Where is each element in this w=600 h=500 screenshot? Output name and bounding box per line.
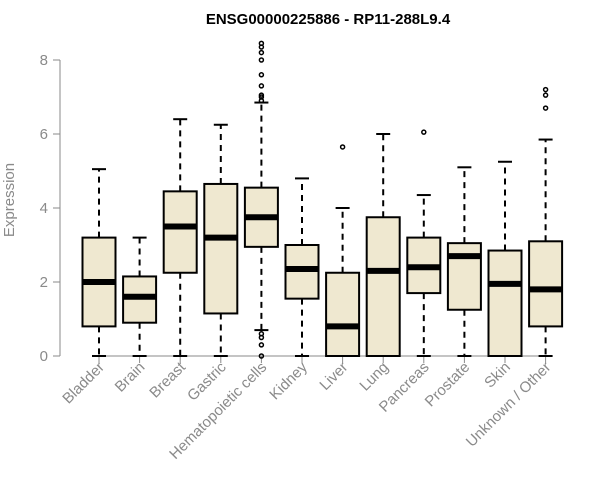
box-body	[203, 182, 239, 315]
y-tick-label: 6	[40, 126, 48, 143]
outlier-point	[258, 342, 265, 348]
box	[406, 129, 442, 357]
x-tick-label: Kidney	[266, 358, 311, 403]
box	[325, 144, 361, 357]
y-tick-label: 8	[40, 52, 48, 69]
y-tick-label: 2	[40, 274, 48, 291]
box	[81, 168, 117, 357]
y-axis-label: Expression	[1, 163, 18, 237]
outlier-point	[258, 40, 265, 47]
outlier-point	[542, 86, 549, 93]
y-tick-label: 4	[40, 200, 48, 217]
x-tick-label: Bladder	[59, 359, 108, 408]
outlier-point	[258, 83, 265, 89]
box	[203, 123, 239, 357]
x-tick-label: Prostate	[422, 359, 474, 411]
box	[162, 118, 198, 357]
outlier-point	[258, 72, 265, 78]
outlier-point	[258, 331, 265, 337]
box-body	[365, 216, 401, 357]
box	[365, 133, 401, 357]
outlier-point	[258, 92, 265, 98]
box-body	[487, 249, 523, 357]
box	[446, 166, 482, 357]
outlier-point	[258, 353, 265, 359]
outlier-point	[421, 129, 427, 135]
outlier-point	[258, 57, 265, 63]
outlier-point	[258, 49, 265, 56]
box-body	[528, 240, 564, 328]
outlier-point	[339, 144, 346, 150]
box	[528, 86, 564, 357]
chart-title: ENSG00000225886 - RP11-288L9.4	[206, 11, 451, 28]
x-tick-label: Lung	[356, 359, 392, 395]
outlier-point	[542, 92, 549, 98]
outlier-point	[542, 105, 549, 111]
box-body	[325, 271, 361, 357]
box	[487, 160, 523, 357]
box	[122, 236, 158, 357]
box-series	[81, 40, 564, 359]
x-tick-label: Skin	[481, 359, 514, 392]
x-tick-label: Brain	[112, 359, 149, 396]
y-tick-label: 0	[40, 348, 48, 365]
box	[243, 40, 279, 359]
x-tick-label: Liver	[316, 359, 351, 394]
x-tick-label: Breast	[146, 358, 189, 401]
box	[284, 177, 320, 357]
box-body	[162, 190, 198, 274]
